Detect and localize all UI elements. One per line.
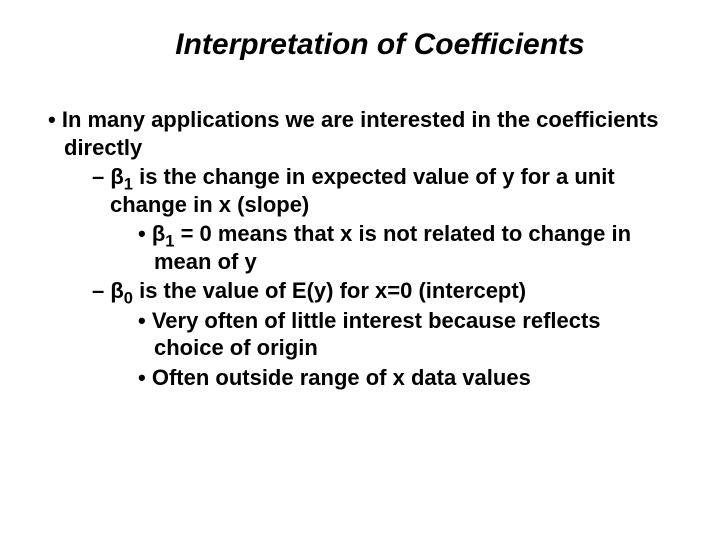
slide-title: Interpretation of Coefficients (48, 28, 672, 62)
bullet-list: In many applications we are interested i… (48, 106, 672, 391)
beta1-zero-pre: β (152, 221, 165, 246)
beta0-post: is the value of E(y) for x=0 (intercept) (133, 278, 526, 303)
bullet-beta1-sublist: β1 = 0 means that x is not related to ch… (110, 220, 672, 275)
bullet-main: In many applications we are interested i… (48, 106, 672, 391)
beta1-post: is the change in expected value of y for… (110, 164, 615, 217)
beta0-sub: 0 (124, 289, 133, 307)
bullet-beta0-origin: Very often of little interest because re… (138, 307, 672, 362)
beta1-pre: β (110, 164, 123, 189)
bullet-beta0: β0 is the value of E(y) for x=0 (interce… (92, 277, 672, 391)
bullet-beta1-zero: β1 = 0 means that x is not related to ch… (138, 220, 672, 275)
bullet-main-text: In many applications we are interested i… (62, 107, 659, 160)
bullet-sublist-1: β1 is the change in expected value of y … (64, 163, 672, 391)
beta0-pre: β (110, 278, 123, 303)
bullet-beta0-sublist: Very often of little interest because re… (110, 307, 672, 392)
bullet-beta0-range: Often outside range of x data values (138, 364, 672, 392)
bullet-beta1: β1 is the change in expected value of y … (92, 163, 672, 275)
beta1-zero-post: = 0 means that x is not related to chang… (154, 221, 631, 274)
slide: Interpretation of Coefficients In many a… (0, 0, 720, 540)
